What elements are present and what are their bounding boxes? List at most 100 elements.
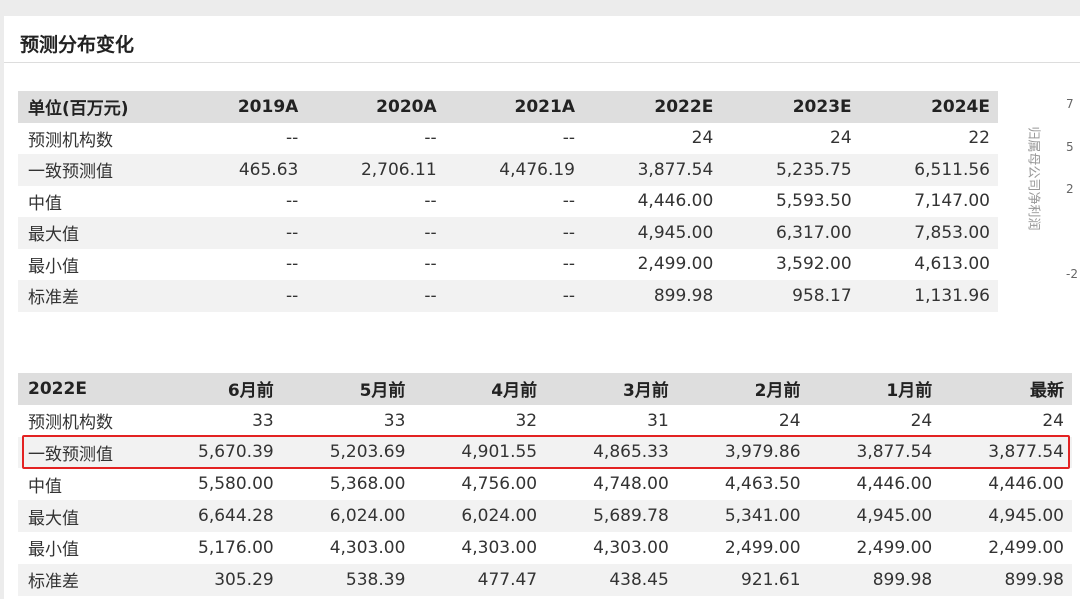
header-cell: 6月前 — [150, 373, 282, 405]
cell: 31 — [647, 410, 669, 431]
cell: 438.45 — [545, 563, 677, 596]
cell: 477.47 — [413, 563, 546, 596]
row: 中值 -- -- -- 4,446.00 5,593.50 7,147.00 — [18, 186, 998, 218]
cell: 24 — [778, 410, 801, 431]
cell: 5,580.00 — [198, 474, 274, 495]
header-cell: 2023E — [721, 91, 860, 123]
cell: 5,689.78 — [545, 500, 677, 532]
cell: 5,176.00 — [198, 537, 274, 558]
forecast-table: 单位(百万元) 2019A 2020A 2021A 2022E 2023E 2024E 预测机… — [18, 91, 998, 312]
cell: 2,499.00 — [637, 254, 714, 275]
highlight-box — [22, 435, 1070, 469]
cell: 465.63 — [168, 154, 307, 186]
cell: 一致预测值 — [18, 154, 168, 186]
header-cell: 2020A — [306, 91, 445, 123]
tick-label: 7 — [1066, 97, 1074, 111]
divider — [4, 62, 1080, 63]
cell: 4,901.55 — [413, 436, 546, 469]
header-cell: 1月前 — [808, 373, 941, 405]
panel-title: 预测分布变化 — [20, 34, 135, 56]
header-cell: 4月前 — [413, 373, 546, 405]
cell: 4,303.00 — [329, 537, 406, 558]
axis-label: 归属母公司净利润 — [1025, 126, 1041, 231]
cell: -- — [286, 191, 299, 212]
cell: 921.61 — [676, 563, 809, 596]
cell: 305.29 — [150, 563, 282, 596]
header-cell: 3月前 — [545, 373, 677, 405]
cell: 24 — [691, 128, 714, 149]
cell: 4,446.00 — [856, 474, 933, 495]
row: 标准差 305.29 538.39 477.47 438.45 921.61 899.98 8… — [18, 563, 1072, 596]
row: 预测机构数 -- -- -- 24 24 22 — [18, 123, 998, 155]
cell: 4,748.00 — [593, 474, 669, 495]
cell: 958.17 — [721, 280, 860, 312]
cell: -- — [562, 254, 575, 275]
cell: 4,303.00 — [461, 537, 538, 558]
cell: 32 — [515, 410, 538, 431]
cell: 5,670.39 — [150, 436, 282, 469]
cell: -- — [444, 217, 583, 249]
header-cell: 2019A — [168, 91, 307, 123]
cell: 4,613.00 — [914, 254, 990, 275]
cell: 最小值 — [28, 256, 79, 277]
cell: 一致预测值 — [18, 436, 150, 469]
cell: 899.98 — [808, 563, 941, 596]
cell: 538.39 — [281, 563, 414, 596]
header-cell: 最新 — [940, 373, 1072, 405]
tick-label: 5 — [1066, 140, 1074, 154]
cell: 中值 — [28, 193, 62, 214]
cell: 33 — [252, 410, 274, 431]
cell: 2,499.00 — [856, 537, 933, 558]
row: 最大值 -- -- -- 4,945.00 6,317.00 7,853.00 — [18, 217, 998, 249]
cell: 预测机构数 — [28, 130, 113, 151]
cell: 1,131.96 — [859, 280, 998, 312]
cell: 5,593.50 — [775, 191, 852, 212]
cell: 33 — [383, 410, 406, 431]
cell: 3,979.86 — [676, 436, 809, 469]
cell: 7,853.00 — [859, 217, 998, 249]
cell: 中值 — [28, 476, 62, 497]
row: 一致预测值 465.63 2,706.11 4,476.19 3,877.54 5,235… — [18, 154, 998, 186]
header-cell: 2021A — [444, 91, 583, 123]
cell: 4,303.00 — [593, 537, 669, 558]
cell: 899.98 — [582, 280, 722, 312]
cell: -- — [306, 217, 445, 249]
cell: 6,644.28 — [150, 500, 282, 532]
cell: 3,877.54 — [940, 436, 1072, 469]
cell: 24 — [1042, 410, 1064, 431]
cell: 5,235.75 — [721, 154, 860, 186]
cell: -- — [286, 128, 299, 149]
cell: -- — [444, 280, 583, 312]
cell: 2,499.00 — [988, 537, 1064, 558]
history-table: 2022E 6月前 5月前 4月前 3月前 2月前 1月前 最新 预测机构数 33 33 32 31 24… — [18, 373, 1072, 596]
cell: 5,368.00 — [329, 474, 406, 495]
cell: 6,511.56 — [859, 154, 998, 186]
cell: -- — [306, 280, 445, 312]
cell: 预测机构数 — [28, 413, 113, 434]
row: 最小值 5,176.00 4,303.00 4,303.00 4,303.00 2,499… — [18, 532, 1072, 564]
cell: 3,877.54 — [808, 436, 941, 469]
row: 最大值 6,644.28 6,024.00 6,024.00 5,689.78 5,341… — [18, 500, 1072, 532]
cell: 最大值 — [18, 217, 168, 249]
row: 标准差 -- -- -- 899.98 958.17 1,131.96 — [18, 280, 998, 312]
cell: -- — [286, 254, 299, 275]
cell: 2,499.00 — [724, 537, 801, 558]
tick-label: -2 — [1066, 267, 1078, 281]
cell: -- — [424, 254, 437, 275]
cell: 6,317.00 — [721, 217, 860, 249]
cell: -- — [562, 191, 575, 212]
row: 预测机构数 33 33 32 31 24 24 24 — [18, 405, 1072, 437]
header-cell: 单位(百万元) — [18, 91, 168, 123]
cell: 4,476.19 — [444, 154, 583, 186]
panel: 预测分布变化 单位(百万元) 2019A 2020A 2021A 2022E 2023E 2… — [4, 16, 1080, 599]
header-cell: 2月前 — [676, 373, 809, 405]
header-cell: 2022E — [582, 91, 722, 123]
cell: 6,024.00 — [413, 500, 546, 532]
header-cell: 2022E — [18, 373, 150, 405]
cell: 3,592.00 — [775, 254, 852, 275]
cell: -- — [168, 217, 307, 249]
cell: 22 — [968, 128, 990, 149]
cell: 5,203.69 — [281, 436, 414, 469]
cell: 24 — [830, 128, 852, 149]
cell: 标准差 — [18, 280, 168, 312]
